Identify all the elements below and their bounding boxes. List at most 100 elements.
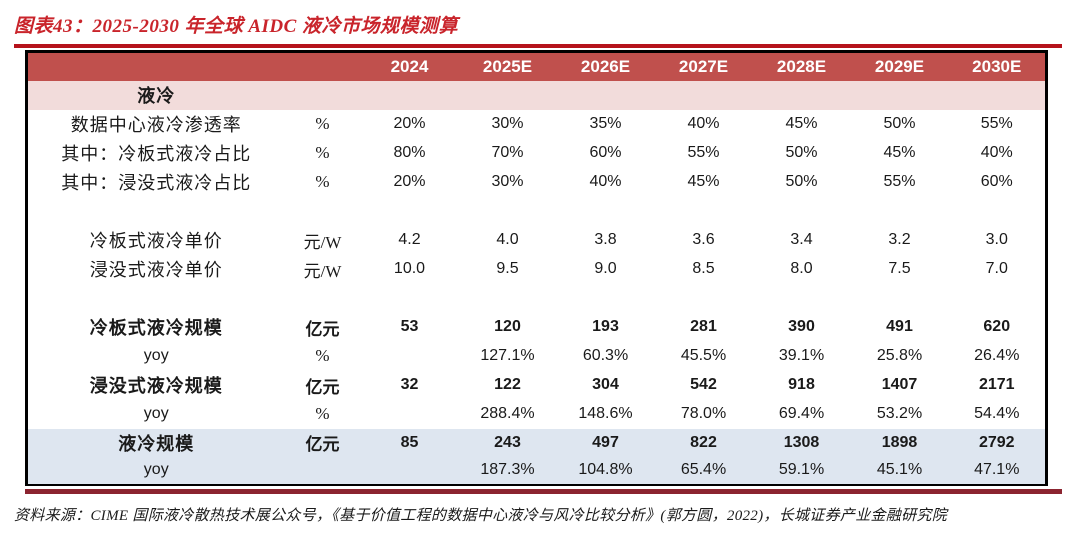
- value-cell: 127.1%: [480, 347, 535, 364]
- market-size-table: 2024 2025E 2026E 2027E 2028E 2029E 2030E 液冷 数据中…: [25, 50, 1048, 486]
- value-cell: 40%: [980, 144, 1013, 161]
- value-cell: 53: [400, 318, 419, 335]
- value-cell: 120: [494, 318, 521, 335]
- table-row: 其中：冷板式液冷占比% 80% 70% 60% 55% 50% 45% 40%: [27, 139, 1047, 168]
- value-cell: 3.2: [888, 231, 911, 248]
- value-cell: [458, 80, 557, 110]
- table-body: 液冷 数据中心液冷渗透率% 20% 30% 35% 40% 45% 50% 55% 其中：冷板式液…: [26, 80, 1047, 485]
- row-label: 液冷: [26, 80, 285, 110]
- value-cell: 53.2%: [876, 405, 923, 422]
- value-cell: 281: [690, 318, 717, 335]
- value-cell: 60.3%: [582, 347, 629, 364]
- value-cell: 65.4%: [654, 456, 753, 485]
- value-cell: 30%: [491, 115, 524, 132]
- value-cell: 45%: [883, 144, 916, 161]
- value-cell: [949, 284, 1047, 313]
- column-header: [284, 51, 361, 81]
- value-cell: [360, 80, 459, 110]
- value-cell: 20%: [393, 115, 426, 132]
- value-cell: 822: [654, 428, 753, 457]
- row-label: 液冷规模: [26, 428, 285, 457]
- row-label: 冷板式液冷单价: [89, 231, 223, 251]
- value-cell: 3.4: [790, 231, 813, 248]
- value-cell: [361, 400, 459, 429]
- row-label: 其中：浸没式液冷占比: [61, 173, 252, 193]
- value-cell: 288.4%: [480, 405, 535, 422]
- value-cell: 80%: [393, 144, 426, 161]
- value-cell: 40%: [687, 115, 720, 132]
- table-bottom-rule: [25, 489, 1062, 494]
- value-cell: [851, 284, 949, 313]
- table-row: 液冷: [26, 80, 1047, 110]
- row-label: 浸没式液冷规模: [89, 376, 223, 396]
- value-cell: 104.8%: [556, 456, 655, 485]
- value-cell: 59.1%: [752, 456, 851, 485]
- value-cell: 39.1%: [778, 347, 825, 364]
- value-cell: 542: [690, 376, 717, 393]
- value-cell: 50%: [785, 173, 818, 190]
- value-cell: 491: [886, 318, 913, 335]
- value-cell: [655, 284, 753, 313]
- table-row: 其中：浸没式液冷占比% 20% 30% 40% 45% 50% 55% 60%: [27, 168, 1047, 197]
- value-cell: 148.6%: [578, 405, 633, 422]
- value-cell: [753, 197, 851, 226]
- value-cell: 55%: [883, 173, 916, 190]
- value-cell: 4.0: [496, 231, 519, 248]
- value-cell: 78.0%: [680, 405, 727, 422]
- value-cell: [655, 197, 753, 226]
- value-cell: 45%: [785, 115, 818, 132]
- row-unit: 亿元: [284, 428, 361, 457]
- value-cell: 69.4%: [778, 405, 825, 422]
- row-label: [27, 284, 285, 313]
- column-header: 2024: [360, 51, 459, 81]
- value-cell: 3.6: [692, 231, 715, 248]
- row-label: yoy: [143, 347, 169, 364]
- row-label: yoy: [143, 405, 169, 422]
- value-cell: 1898: [850, 428, 949, 457]
- value-cell: 35%: [589, 115, 622, 132]
- value-cell: 4.2: [398, 231, 421, 248]
- value-cell: [654, 80, 753, 110]
- value-cell: 1308: [752, 428, 851, 457]
- row-label: yoy: [26, 456, 285, 485]
- table-row: yoy% 127.1% 60.3% 45.5% 39.1% 25.8% 26.4%: [27, 342, 1047, 371]
- value-cell: 70%: [491, 144, 524, 161]
- value-cell: 55%: [980, 115, 1013, 132]
- value-cell: [851, 197, 949, 226]
- row-label: [27, 197, 285, 226]
- value-cell: 30%: [491, 173, 524, 190]
- value-cell: 390: [788, 318, 815, 335]
- value-cell: 47.1%: [948, 456, 1047, 485]
- row-unit: 元/W: [303, 261, 342, 281]
- value-cell: 20%: [393, 173, 426, 190]
- value-cell: 60%: [980, 173, 1013, 190]
- value-cell: 40%: [589, 173, 622, 190]
- value-cell: 60%: [589, 144, 622, 161]
- table-row: 冷板式液冷单价 元/W 4.2 4.0 3.8 3.6 3.4 3.2 3.0: [27, 226, 1047, 255]
- value-cell: 1407: [881, 376, 918, 393]
- row-unit: %: [315, 143, 330, 162]
- row-unit: [284, 80, 361, 110]
- value-cell: 85: [360, 428, 459, 457]
- value-cell: [459, 197, 557, 226]
- value-cell: 2171: [978, 376, 1015, 393]
- value-cell: [361, 342, 459, 371]
- value-cell: 193: [592, 318, 619, 335]
- column-header: 2030E: [948, 51, 1047, 81]
- value-cell: 7.5: [888, 260, 911, 277]
- value-cell: [557, 284, 655, 313]
- title-rule: [14, 44, 1062, 48]
- value-cell: [459, 284, 557, 313]
- value-cell: 243: [458, 428, 557, 457]
- value-cell: 3.0: [985, 231, 1008, 248]
- value-cell: [557, 197, 655, 226]
- table-row: 浸没式液冷单价 元/W 10.0 9.5 9.0 8.5 8.0 7.5 7.0: [27, 255, 1047, 284]
- row-label: 浸没式液冷单价: [89, 260, 223, 280]
- table-row: yoy% 288.4% 148.6% 78.0% 69.4% 53.2% 54.4%: [27, 400, 1047, 429]
- value-cell: 497: [556, 428, 655, 457]
- row-label: 其中：冷板式液冷占比: [61, 144, 252, 164]
- row-unit: %: [315, 172, 330, 191]
- table-header-row: 2024 2025E 2026E 2027E 2028E 2029E 2030E: [26, 51, 1047, 81]
- row-unit: [285, 197, 361, 226]
- row-unit: %: [315, 346, 330, 365]
